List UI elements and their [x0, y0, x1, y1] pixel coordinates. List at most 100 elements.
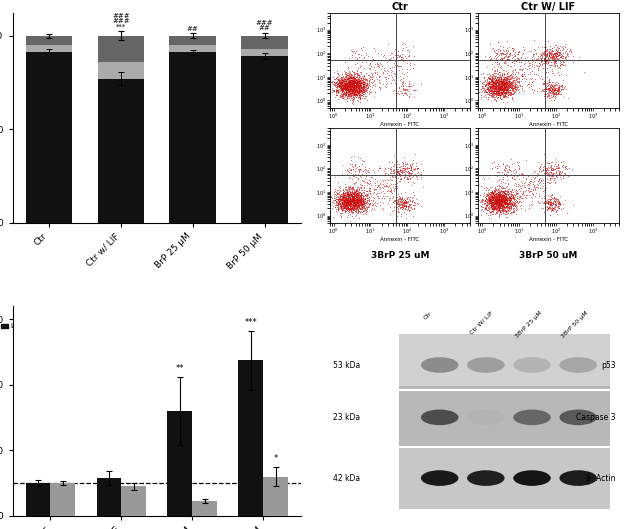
- Point: [401, 214, 411, 222]
- Point: [343, 184, 353, 193]
- Point: [349, 47, 359, 55]
- Point: [354, 78, 364, 87]
- Point: [496, 196, 506, 204]
- Point: [342, 89, 352, 97]
- Point: [487, 45, 497, 53]
- Point: [487, 89, 497, 98]
- Point: [494, 74, 504, 83]
- Point: [499, 86, 509, 94]
- Point: [496, 208, 506, 217]
- Point: [369, 186, 379, 195]
- Point: [549, 96, 559, 105]
- Point: [345, 84, 355, 93]
- Point: [396, 194, 406, 203]
- Point: [492, 81, 502, 90]
- Point: [411, 199, 421, 207]
- Point: [384, 194, 394, 203]
- Point: [507, 84, 517, 92]
- Point: [338, 193, 348, 201]
- Point: [335, 198, 345, 207]
- Point: [500, 78, 510, 87]
- Point: [350, 196, 360, 204]
- Point: [401, 202, 411, 211]
- Point: [484, 90, 494, 99]
- Point: [349, 197, 359, 205]
- Point: [358, 199, 368, 208]
- Point: [500, 165, 510, 173]
- Point: [550, 50, 560, 59]
- Point: [492, 204, 502, 212]
- Point: [339, 75, 349, 83]
- Point: [348, 81, 358, 90]
- Point: [360, 94, 370, 103]
- Point: [533, 168, 543, 177]
- Point: [365, 60, 376, 69]
- Point: [357, 83, 367, 91]
- Point: [497, 79, 507, 88]
- Point: [397, 195, 407, 203]
- Point: [484, 87, 494, 96]
- Point: [550, 195, 560, 204]
- Point: [544, 48, 554, 57]
- Point: [545, 196, 555, 205]
- Point: [347, 75, 357, 84]
- Point: [498, 54, 508, 62]
- Point: [529, 186, 539, 194]
- Point: [350, 195, 360, 203]
- Point: [504, 203, 514, 211]
- Point: [336, 79, 346, 88]
- Point: [546, 52, 556, 61]
- Point: [404, 81, 414, 90]
- Point: [504, 90, 514, 98]
- Point: [497, 203, 507, 212]
- Point: [343, 65, 353, 73]
- Point: [501, 194, 511, 203]
- Point: [380, 176, 390, 184]
- Point: [498, 198, 508, 206]
- Point: [549, 90, 559, 98]
- Point: [349, 80, 359, 89]
- Point: [352, 199, 362, 207]
- Point: [345, 200, 355, 208]
- Point: [490, 197, 500, 206]
- Point: [505, 204, 515, 213]
- Point: [345, 79, 355, 88]
- Point: [367, 71, 377, 79]
- Point: [544, 200, 555, 208]
- Point: [335, 77, 345, 86]
- Point: [543, 93, 553, 101]
- Point: [502, 74, 512, 83]
- Point: [487, 194, 497, 203]
- Point: [510, 81, 520, 90]
- Point: [553, 86, 563, 94]
- Point: [493, 198, 503, 206]
- Point: [489, 201, 499, 209]
- Point: [349, 78, 359, 87]
- Point: [487, 189, 497, 197]
- Point: [347, 200, 357, 209]
- Point: [568, 52, 578, 61]
- Point: [345, 80, 355, 89]
- Point: [524, 204, 534, 212]
- Point: [335, 199, 345, 207]
- Point: [499, 198, 509, 207]
- Point: [552, 62, 562, 70]
- Point: [490, 67, 500, 75]
- Point: [507, 77, 517, 85]
- Point: [340, 79, 350, 87]
- Point: [501, 200, 511, 208]
- Point: [343, 83, 353, 92]
- Point: [342, 81, 352, 90]
- Point: [358, 201, 368, 209]
- Point: [524, 58, 534, 67]
- Point: [495, 90, 506, 99]
- Point: [509, 196, 519, 205]
- Point: [498, 202, 508, 210]
- Point: [493, 80, 503, 88]
- Point: [520, 63, 530, 72]
- Point: [340, 85, 350, 93]
- Point: [349, 196, 359, 205]
- Point: [490, 195, 501, 203]
- Point: [484, 187, 494, 196]
- Point: [549, 86, 559, 95]
